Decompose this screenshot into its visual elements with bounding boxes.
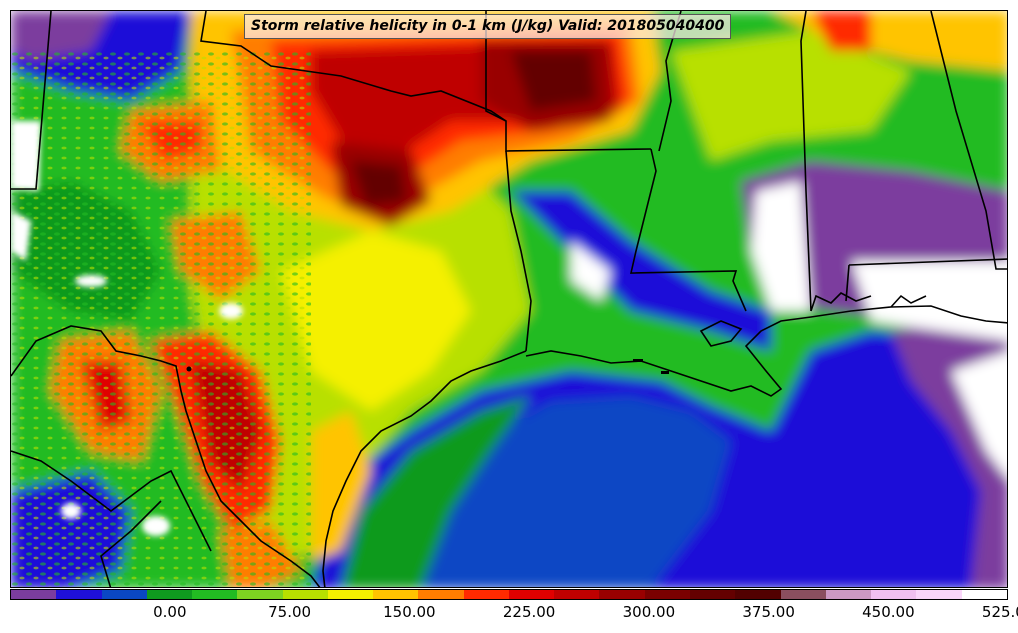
colorbar-segment: [463, 590, 509, 599]
colorbar-segment: [508, 590, 555, 599]
map-title: Storm relative helicity in 0-1 km (J/kg)…: [244, 14, 732, 39]
colorbar-segment: [871, 590, 917, 599]
white-patches: [11, 121, 243, 536]
colorbar-tick-label: 150.00: [383, 603, 436, 621]
texture-overlay: [11, 51, 311, 587]
colorbar-segment: [101, 590, 147, 599]
colorbar-segment: [689, 590, 736, 599]
colorbar-segment: [146, 590, 193, 599]
colorbar-tick-label: 225.00: [502, 603, 556, 621]
colorbar-segment: [780, 590, 826, 599]
colorbar-tick-label: 300.00: [622, 603, 676, 621]
colorbar-tick-label: 0.00: [153, 603, 187, 621]
colorbar: [10, 589, 1008, 600]
colorbar-segment: [327, 590, 374, 599]
colorbar-segment: [373, 590, 419, 599]
colorbar-segment: [237, 590, 283, 599]
helicity-field: [11, 11, 1007, 587]
colorbar-segment: [11, 590, 57, 599]
colorbar-segment: [916, 590, 962, 599]
political-boundaries: [11, 11, 1007, 587]
colorbar-segment: [192, 590, 238, 599]
colorbar-tick-label: 375.00: [742, 603, 795, 621]
colorbar-segment: [418, 590, 464, 599]
colorbar-segment: [961, 590, 1007, 599]
colorbar-tick-label: 525.00: [981, 603, 1018, 621]
colorbar-tick-label: 75.00: [268, 603, 312, 621]
coastal-islands: [186, 359, 669, 374]
colorbar-segment: [825, 590, 872, 599]
colorbar-tick-label: 450.00: [862, 603, 915, 621]
colorbar-segment: [282, 590, 328, 599]
helicity-map: [11, 11, 1007, 587]
colorbar-segment: [599, 590, 645, 599]
colorbar-tick-labels: 0.00 75.00 150.00 225.00 300.00 375.00 450.00 5…: [10, 603, 1018, 625]
colorbar-segment: [735, 590, 781, 599]
colorbar-segment: [554, 590, 600, 599]
colorbar-segment: [56, 590, 102, 599]
colorbar-segment: [644, 590, 690, 599]
map-panel: [10, 10, 1008, 588]
